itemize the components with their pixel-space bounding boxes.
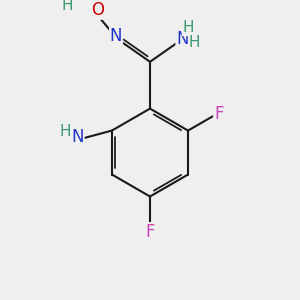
Text: F: F [145, 223, 155, 241]
Text: N: N [110, 27, 122, 45]
Text: F: F [214, 105, 224, 123]
Text: N: N [71, 128, 84, 146]
Text: H: H [182, 20, 194, 35]
Text: N: N [176, 30, 189, 48]
Text: H: H [189, 34, 200, 50]
Text: O: O [91, 1, 104, 19]
Text: H: H [62, 0, 74, 13]
Text: H: H [59, 124, 70, 140]
